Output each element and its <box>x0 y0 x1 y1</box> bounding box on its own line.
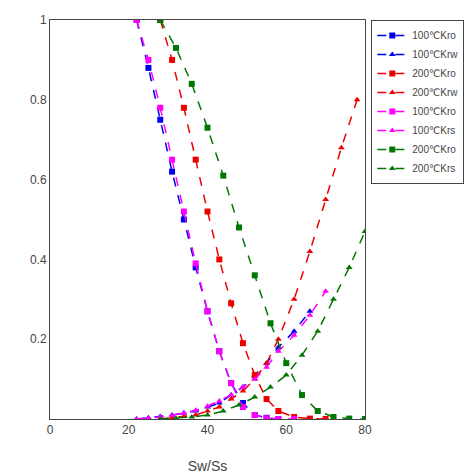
svg-text:100℃Kro: 100℃Kro <box>412 106 456 117</box>
svg-text:60: 60 <box>280 423 294 437</box>
svg-text:0.2: 0.2 <box>30 332 47 346</box>
svg-text:Sw/Ss: Sw/Ss <box>188 458 228 474</box>
svg-text:100℃Kro: 100℃Kro <box>412 30 456 41</box>
svg-text:200℃Kro: 200℃Kro <box>412 144 456 155</box>
svg-text:20: 20 <box>122 423 136 437</box>
svg-text:200℃Krs: 200℃Krs <box>412 163 455 174</box>
svg-text:100℃Krs: 100℃Krs <box>412 125 455 136</box>
svg-text:100℃Krw: 100℃Krw <box>412 49 458 60</box>
svg-text:1: 1 <box>40 13 47 27</box>
svg-text:200℃Kro: 200℃Kro <box>412 68 456 79</box>
svg-text:80: 80 <box>358 423 372 437</box>
svg-text:200℃Krw: 200℃Krw <box>412 87 458 98</box>
svg-text:0.6: 0.6 <box>30 173 47 187</box>
svg-text:40: 40 <box>201 423 215 437</box>
svg-text:0.8: 0.8 <box>30 93 47 107</box>
svg-text:0.4: 0.4 <box>30 253 47 267</box>
svg-text:0: 0 <box>47 423 54 437</box>
